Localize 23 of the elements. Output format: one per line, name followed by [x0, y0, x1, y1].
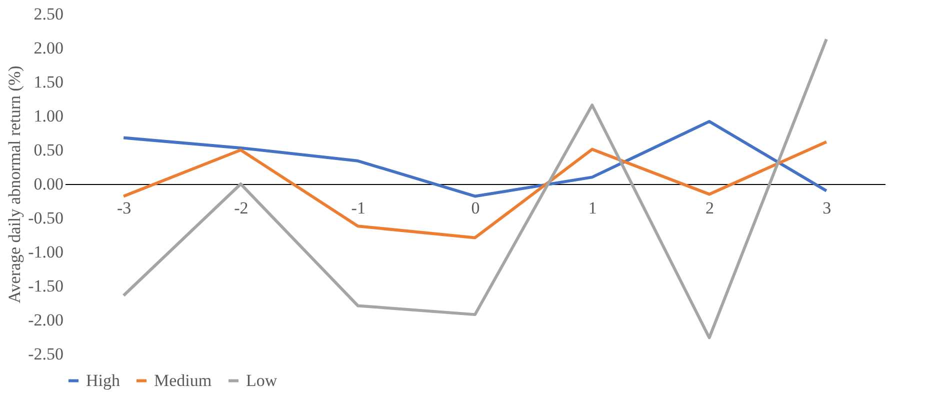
y-axis-title: Average daily abnormal return (%) — [5, 66, 24, 304]
y-tick-label: -0.50 — [28, 208, 64, 228]
legend-label: High — [86, 370, 120, 390]
y-tick-label: -2.50 — [28, 344, 64, 364]
y-tick-label: 2.50 — [34, 4, 64, 24]
line-series — [122, 120, 828, 198]
y-tick-label: 0.00 — [34, 174, 64, 194]
y-tick-label: -1.50 — [28, 276, 64, 296]
y-tick-label: 1.50 — [34, 72, 64, 92]
y-tick-label: -2.00 — [28, 310, 64, 330]
y-tick-label: 0.50 — [34, 140, 64, 160]
x-tick-label: 1 — [588, 198, 597, 218]
legend-label: Medium — [154, 370, 212, 390]
x-tick-label: 2 — [706, 198, 714, 218]
y-tick-label: -1.00 — [28, 242, 64, 262]
x-tick-label: 3 — [822, 198, 832, 218]
x-tick-label: 0 — [471, 198, 480, 218]
x-tick-label: -1 — [351, 198, 366, 218]
y-tick-label: 1.00 — [34, 106, 64, 126]
x-tick-label: -2 — [234, 198, 248, 218]
x-tick-label: -3 — [116, 198, 132, 218]
legend-label: Low — [246, 370, 278, 390]
y-tick-label: 2.00 — [34, 38, 64, 58]
